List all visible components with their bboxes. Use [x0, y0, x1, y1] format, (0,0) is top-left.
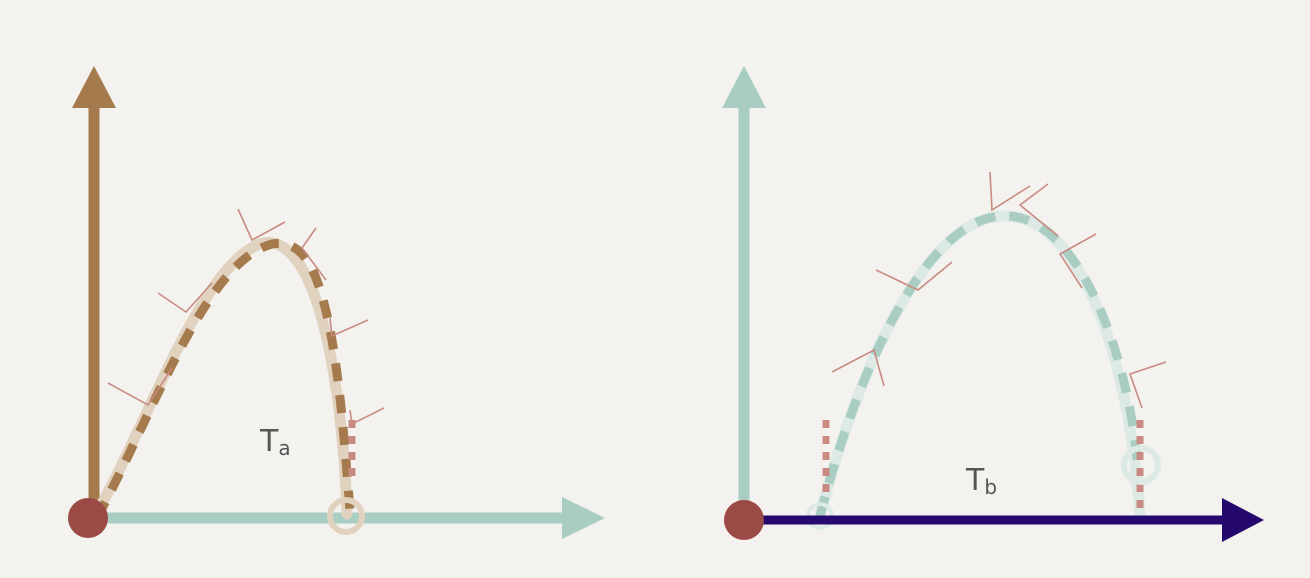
- panel-b-label: Tb: [965, 463, 997, 499]
- panel-b-frame-arrows: [831, 171, 1167, 409]
- panel-a-x-axis-arrowhead: [562, 497, 605, 539]
- panel-b-y-axis-arrowhead: [722, 66, 766, 108]
- panel-b-end-circle: [1121, 445, 1161, 485]
- panel-a-y-axis-arrowhead: [72, 66, 116, 108]
- panel-b-curve-dashed: [815, 211, 1143, 518]
- panel-a-end-circle: [327, 497, 365, 535]
- panel-a-frame-arrows: [107, 208, 385, 426]
- panel-b-origin-dot: [724, 500, 764, 540]
- panel-a-label: Ta: [259, 424, 291, 460]
- panel-a-curve-dashed: [93, 238, 355, 521]
- panel-a-origin-dot: [68, 498, 108, 538]
- panel-a: Ta: [68, 66, 605, 539]
- panel-b: Tb: [722, 66, 1264, 542]
- panel-b-x-axis-arrowhead: [1222, 498, 1264, 542]
